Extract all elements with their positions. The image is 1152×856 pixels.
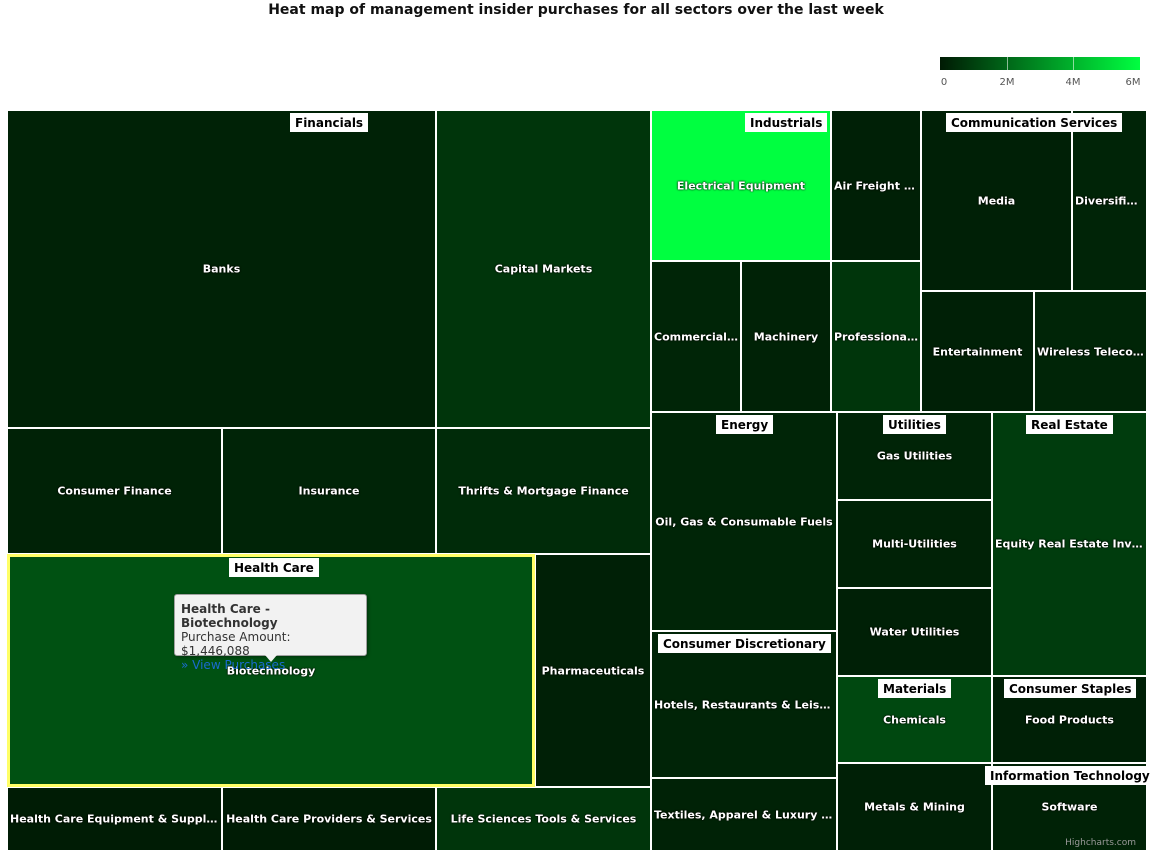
sector-group-materials: Materials bbox=[837, 676, 992, 763]
treemap-cell-multi-utilities[interactable]: Multi-Utilities bbox=[837, 500, 992, 588]
color-axis-tick-mark bbox=[1007, 57, 1008, 70]
treemap-cell-label: Textiles, Apparel & Luxury Go… bbox=[654, 808, 836, 821]
tooltip-value: Purchase Amount: $1,446,088 bbox=[181, 630, 291, 658]
treemap-cell-thrifts-and-mortgage-finance[interactable]: Thrifts & Mortgage Finance bbox=[436, 428, 651, 554]
treemap-cell-label: Health Care Providers & Services bbox=[226, 812, 432, 826]
treemap-cell-label: Hotels, Restaurants & Leisure bbox=[654, 698, 836, 711]
sector-label-energy[interactable]: Energy bbox=[716, 415, 774, 434]
sector-group-real-estate: Real Estate bbox=[992, 412, 1147, 676]
treemap-cell-banks[interactable]: Banks bbox=[7, 110, 436, 428]
treemap-cell-label: Media bbox=[977, 194, 1016, 207]
tooltip: Health Care - Biotechnology Purchase Amo… bbox=[174, 594, 367, 672]
treemap-cell-label: Water Utilities bbox=[869, 625, 960, 639]
treemap-cell-label: Software bbox=[1041, 800, 1098, 814]
treemap-cell-label: Food Products bbox=[1025, 713, 1114, 726]
treemap-cell-diversified[interactable]: Diversified… bbox=[1072, 110, 1147, 291]
treemap-cell-label: Electrical Equipment bbox=[676, 179, 806, 192]
treemap-cell-health-care-equipment-and-supplies[interactable]: Health Care Equipment & Supplies bbox=[7, 787, 222, 851]
treemap-cell-wireless-telecom[interactable]: Wireless Telecom… bbox=[1034, 291, 1147, 412]
treemap-cell-oil-gas-and-consumable-fuels[interactable]: Oil, Gas & Consumable Fuels bbox=[651, 412, 837, 631]
chart-title: Heat map of management insider purchases… bbox=[268, 2, 884, 18]
sector-group-communication-services: Communication Services bbox=[921, 110, 1147, 412]
treemap-cell-metals-and-mining[interactable]: Metals & Mining bbox=[837, 763, 992, 851]
treemap-cell-label: Commercial S… bbox=[654, 330, 740, 343]
treemap-cell-label: Life Sciences Tools & Services bbox=[450, 812, 637, 826]
treemap-cell-commercial-s[interactable]: Commercial S… bbox=[651, 261, 741, 412]
treemap-cell-label: Air Freight & … bbox=[834, 179, 920, 192]
treemap-cell-machinery[interactable]: Machinery bbox=[741, 261, 831, 412]
treemap-cell-label: Chemicals bbox=[883, 713, 946, 726]
treemap-cell-label: Banks bbox=[202, 262, 241, 276]
treemap-cell-label: Wireless Telecom… bbox=[1037, 345, 1146, 358]
treemap-cell-media[interactable]: Media bbox=[921, 110, 1072, 291]
color-axis-legend: 0 2M 4M 6M bbox=[940, 57, 1141, 93]
sector-label-information-technology[interactable]: Information Technology bbox=[985, 766, 1152, 785]
color-axis-tick-label: 0 bbox=[940, 77, 948, 88]
treemap-cell-label: Insurance bbox=[298, 484, 360, 498]
treemap-cell-gas-utilities[interactable]: Gas Utilities bbox=[837, 412, 992, 500]
tooltip-title: Health Care - Biotechnology bbox=[181, 602, 278, 630]
color-axis-gradient bbox=[940, 57, 1140, 70]
treemap-cell-label: Pharmaceuticals bbox=[541, 664, 645, 677]
sector-group-financials: Financials bbox=[7, 110, 651, 554]
treemap-cell-life-sciences-tools-and-services[interactable]: Life Sciences Tools & Services bbox=[436, 787, 651, 851]
treemap-cell-textiles-apparel-and-luxury-go[interactable]: Textiles, Apparel & Luxury Go… bbox=[651, 778, 837, 851]
treemap-cell-electrical-equipment[interactable]: Electrical Equipment bbox=[651, 110, 831, 261]
sector-group-consumer-discretionary: Consumer Discretionary bbox=[651, 631, 837, 851]
color-axis-tick-label: 6M bbox=[1125, 77, 1141, 88]
color-axis-tick-mark bbox=[1073, 57, 1074, 70]
treemap-cell-label: Capital Markets bbox=[494, 262, 593, 276]
color-axis-tick-label: 2M bbox=[999, 77, 1015, 88]
treemap-cell-insurance[interactable]: Insurance bbox=[222, 428, 436, 554]
sector-label-communication-services[interactable]: Communication Services bbox=[946, 113, 1123, 132]
sector-group-energy: Energy bbox=[651, 412, 837, 631]
sector-label-financials[interactable]: Financials bbox=[290, 113, 369, 132]
treemap-cell-consumer-finance[interactable]: Consumer Finance bbox=[7, 428, 222, 554]
sector-group-information-technology: Information Technology bbox=[985, 763, 1152, 851]
treemap-cell-label: Diversified… bbox=[1075, 194, 1146, 207]
treemap-cell-health-care-providers-and-services[interactable]: Health Care Providers & Services bbox=[222, 787, 436, 851]
treemap-cell-label: Entertainment bbox=[932, 345, 1023, 358]
treemap-cell-biotechnology[interactable]: Biotechnology bbox=[7, 554, 535, 787]
tooltip-arrow bbox=[265, 655, 277, 662]
treemap-cell-air-freight-and[interactable]: Air Freight & … bbox=[831, 110, 921, 261]
sector-label-consumer-discretionary[interactable]: Consumer Discretionary bbox=[658, 634, 831, 653]
treemap-cell-pharmaceuticals[interactable]: Pharmaceuticals bbox=[535, 554, 651, 787]
treemap-cell-label: Health Care Equipment & Supplies bbox=[10, 812, 221, 826]
treemap-cell-water-utilities[interactable]: Water Utilities bbox=[837, 588, 992, 676]
color-axis-tick-label: 4M bbox=[1065, 77, 1081, 88]
treemap-cell-label: Gas Utilities bbox=[876, 449, 953, 463]
sector-label-materials[interactable]: Materials bbox=[878, 679, 952, 698]
treemap-cell-label: Multi-Utilities bbox=[872, 537, 957, 551]
treemap-cell-label: Professional … bbox=[834, 330, 920, 343]
sector-label-utilities[interactable]: Utilities bbox=[883, 415, 946, 434]
treemap-cell-professional[interactable]: Professional … bbox=[831, 261, 921, 412]
sector-label-industrials[interactable]: Industrials bbox=[745, 113, 828, 132]
treemap-cell-label: Oil, Gas & Consumable Fuels bbox=[655, 515, 833, 528]
treemap-cell-capital-markets[interactable]: Capital Markets bbox=[436, 110, 651, 428]
treemap-cell-hotels-restaurants-and-leisure[interactable]: Hotels, Restaurants & Leisure bbox=[651, 631, 837, 778]
treemap-cell-label: Metals & Mining bbox=[864, 800, 965, 814]
credits-link[interactable]: Highcharts.com bbox=[1065, 838, 1136, 848]
treemap-cell-label: Machinery bbox=[753, 330, 819, 343]
sector-group-utilities: Utilities bbox=[837, 412, 992, 676]
treemap-cell-entertainment[interactable]: Entertainment bbox=[921, 291, 1034, 412]
treemap-cell-label: Consumer Finance bbox=[57, 484, 172, 498]
treemap-cell-label: Equity Real Estate Invest… bbox=[995, 537, 1146, 551]
sector-group-industrials: Industrials bbox=[651, 110, 921, 412]
sector-label-real-estate[interactable]: Real Estate bbox=[1026, 415, 1113, 434]
view-purchases-link[interactable]: » View Purchases bbox=[181, 658, 286, 672]
treemap-cell-label: Thrifts & Mortgage Finance bbox=[458, 484, 629, 498]
treemap-cell-equity-real-estate-invest[interactable]: Equity Real Estate Invest… bbox=[992, 412, 1147, 676]
sector-group-consumer-staples: Consumer Staples bbox=[992, 676, 1147, 763]
sector-label-health-care[interactable]: Health Care bbox=[229, 558, 319, 577]
sector-label-consumer-staples[interactable]: Consumer Staples bbox=[1004, 679, 1137, 698]
